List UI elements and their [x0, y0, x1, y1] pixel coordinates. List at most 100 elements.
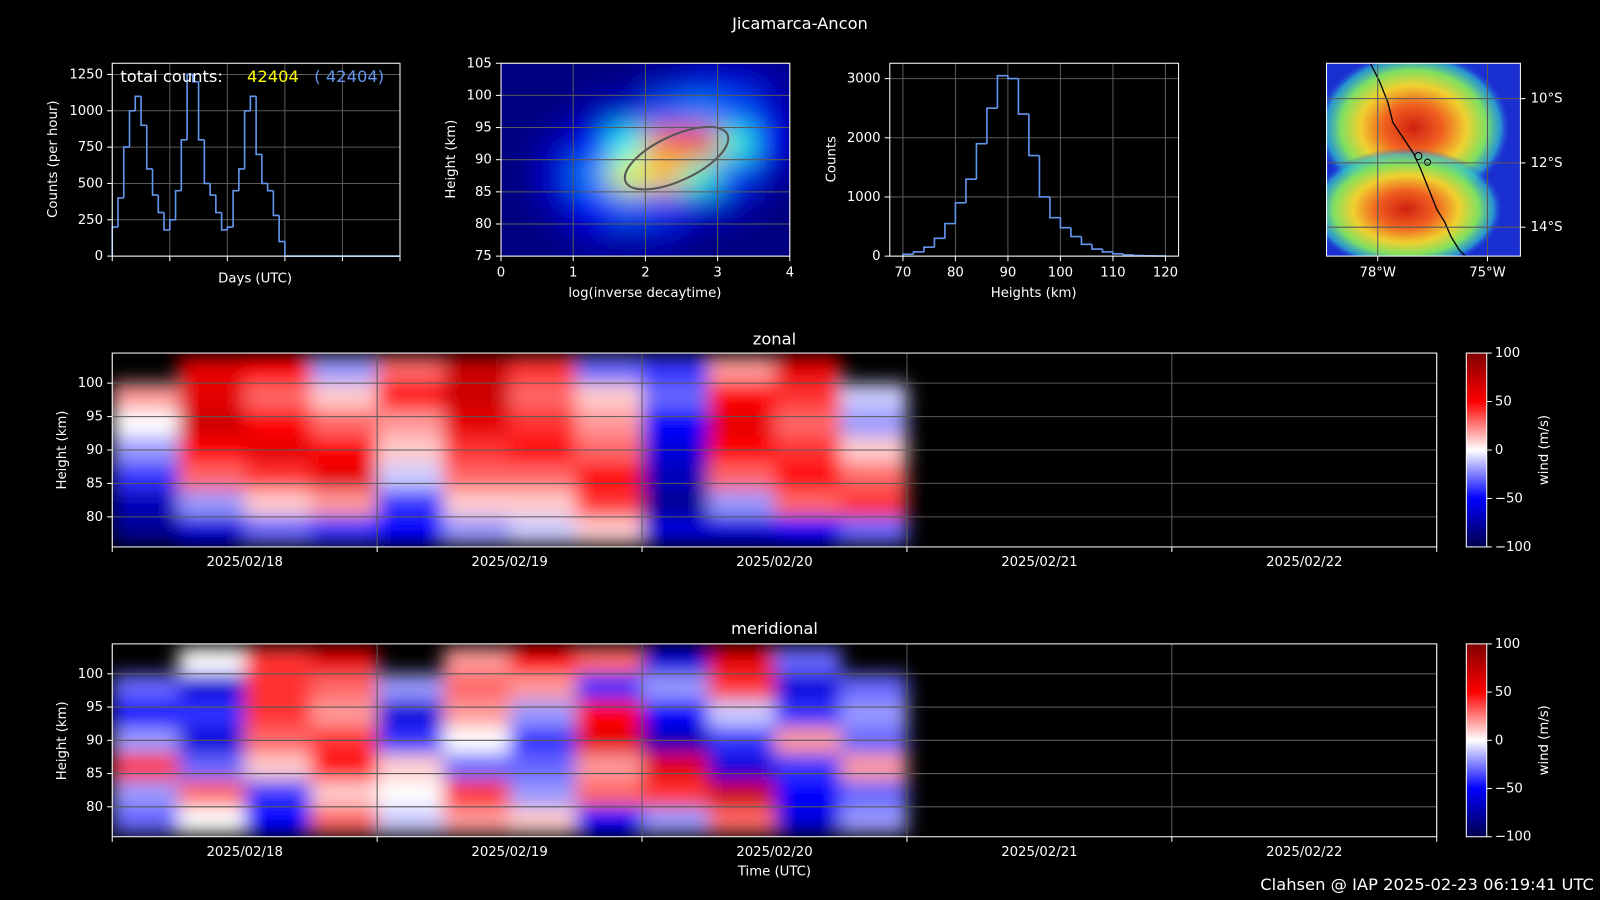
step-segment — [249, 95, 257, 111]
y-tick-label: 90 — [86, 733, 103, 748]
wind-cell — [443, 463, 511, 491]
x-axis-label: log(inverse decaytime) — [568, 286, 721, 301]
heat-clip — [112, 647, 908, 834]
wind-cell — [178, 383, 246, 411]
wind-cell — [575, 356, 643, 384]
wind-cell — [708, 490, 775, 518]
wind-cell — [443, 753, 511, 781]
wind-cell — [774, 463, 842, 491]
wind-cell — [774, 806, 842, 834]
wind-cell — [774, 383, 842, 411]
wind-cell — [244, 647, 312, 675]
x-tick-label: 2025/02/18 — [207, 845, 283, 860]
wind-cell — [642, 806, 709, 834]
step-segment — [255, 96, 262, 156]
wind-cell — [244, 463, 312, 491]
wind-cell — [840, 383, 908, 411]
wind-cell — [840, 700, 908, 728]
wind-cell — [642, 356, 709, 384]
panel-title: zonal — [753, 329, 796, 348]
density-cell — [537, 223, 574, 257]
wind-cell — [112, 753, 179, 781]
y-tick-label: 1000 — [69, 104, 103, 119]
step-segment — [117, 197, 124, 228]
histogram-bar — [1070, 227, 1082, 238]
step-segment — [197, 81, 205, 141]
wind-cell — [575, 753, 643, 781]
wind-cell — [310, 490, 378, 518]
wind-cell — [377, 700, 444, 728]
wind-cell — [377, 463, 444, 491]
y-tick-label: 85 — [475, 185, 492, 200]
density-cell — [501, 95, 538, 129]
y-axis-label: Counts — [825, 136, 840, 182]
wind-cell — [840, 780, 908, 808]
colorbar-tick-label: 100 — [1495, 346, 1520, 361]
wind-cell — [112, 409, 179, 438]
wind-cell — [112, 383, 179, 411]
y-tick-label: 80 — [475, 217, 492, 232]
wind-cell — [443, 409, 511, 438]
wind-cell — [178, 700, 246, 728]
x-tick-label: 3 — [713, 265, 721, 280]
wind-cell — [575, 516, 643, 545]
density-cell — [753, 95, 790, 129]
x-tick-label: 0 — [497, 265, 505, 280]
density-cell — [537, 159, 574, 193]
axes-frame — [111, 643, 1438, 838]
density-cell — [645, 63, 683, 96]
step-segment — [226, 226, 234, 230]
density-cell — [573, 223, 610, 257]
wind-cell — [443, 383, 511, 411]
density-cell — [753, 127, 790, 161]
colorbar-tick-label: −100 — [1495, 830, 1531, 845]
wind-cell — [642, 409, 709, 438]
wind-cell — [708, 356, 775, 384]
wind-cell — [509, 463, 577, 491]
x-tick-label: 2025/02/21 — [1001, 555, 1077, 570]
y-tick-label: 90 — [475, 153, 492, 168]
density-cell — [501, 159, 538, 193]
density-cell — [537, 95, 574, 129]
density-cell — [681, 95, 719, 129]
step-segment — [134, 95, 142, 111]
y-tick-label: 750 — [78, 140, 103, 155]
wind-cell — [840, 409, 908, 438]
panel-title: meridional — [731, 619, 818, 638]
density-cell — [573, 127, 610, 161]
wind-cell — [377, 383, 444, 411]
density-cell — [753, 223, 790, 257]
wind-cell — [708, 463, 775, 491]
wind-cell — [708, 780, 775, 808]
step-segment — [151, 168, 159, 196]
y-tick-label: 12°S — [1531, 156, 1563, 171]
wind-cell — [840, 490, 908, 518]
step-segment — [215, 195, 222, 214]
wind-cell — [642, 780, 709, 808]
x-tick-label: 2025/02/19 — [471, 845, 547, 860]
footer: Clahsen @ IAP 2025-02-23 06:19:41 UTC — [1260, 875, 1594, 894]
wind-cell — [642, 700, 709, 728]
x-tick-label: 4 — [786, 265, 794, 280]
wind-cell — [443, 490, 511, 518]
wind-cell — [178, 490, 246, 518]
density-cell — [681, 223, 719, 257]
wind-cell — [310, 753, 378, 781]
wind-cell — [642, 673, 709, 701]
colorbar — [1465, 643, 1488, 838]
density-cell — [645, 95, 683, 129]
x-tick-label: 1 — [569, 265, 577, 280]
wind-cell — [708, 516, 775, 545]
histogram-bar — [1080, 236, 1092, 246]
histogram-bar — [1112, 251, 1124, 255]
wind-cell — [642, 516, 709, 545]
wind-cell — [178, 753, 246, 781]
y-tick-label: 105 — [467, 56, 492, 71]
wind-cell — [575, 409, 643, 438]
step-segment — [243, 109, 251, 169]
colorbar-tick-label: −50 — [1495, 782, 1523, 797]
heat-cells — [112, 647, 908, 834]
density-cell — [573, 191, 610, 225]
annotation: ( 42404) — [314, 67, 384, 86]
figure-title: Jicamarca-Ancon — [731, 14, 868, 33]
